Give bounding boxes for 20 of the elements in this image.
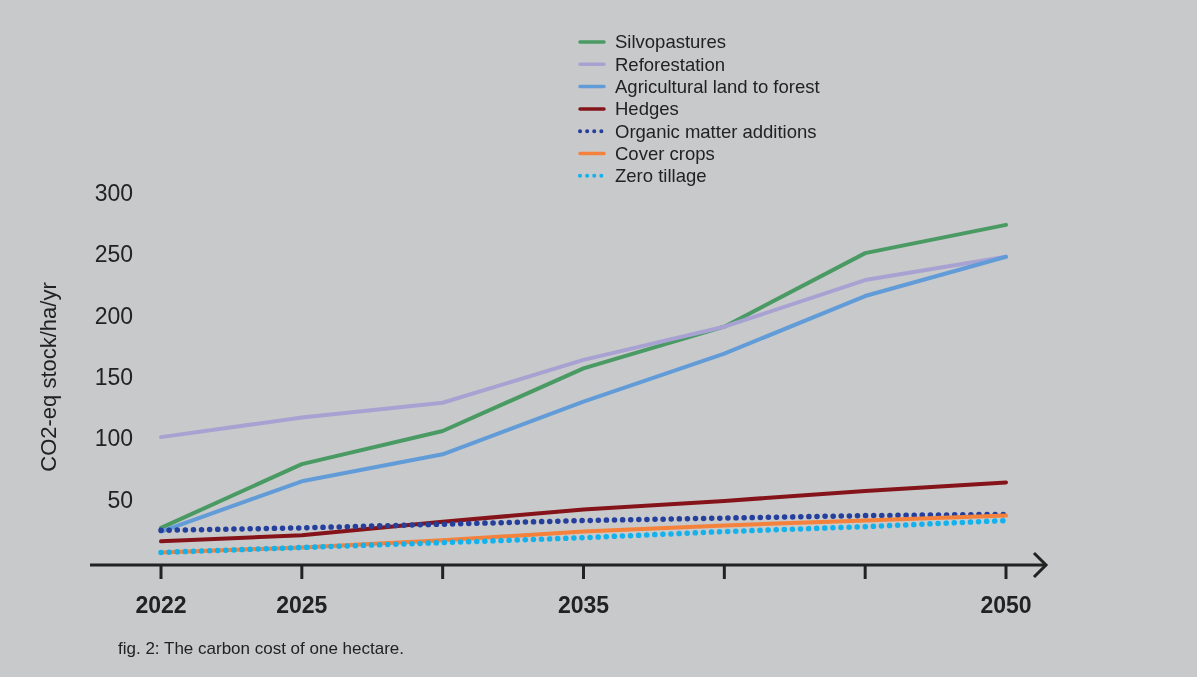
legend-label: Organic matter additions	[615, 120, 817, 142]
legend-label: Silvopastures	[615, 31, 727, 53]
x-tick-label: 2035	[557, 592, 610, 618]
y-tick-label: 50	[107, 486, 133, 513]
legend-label: Reforestation	[615, 53, 726, 75]
x-tick-label: 2050	[980, 592, 1032, 618]
y-tick-label: 300	[94, 180, 133, 207]
legend-label: Cover crops	[615, 142, 715, 164]
legend-label: Zero tillage	[615, 165, 707, 187]
caption: fig. 2: The carbon cost of one hectare.	[118, 639, 405, 658]
legend-label: Agricultural land to forest	[615, 76, 820, 98]
y-tick-label: 250	[94, 241, 133, 268]
legend-label: Hedges	[615, 98, 679, 120]
x-tick-label: 2025	[276, 592, 328, 618]
x-tick-label: 2022	[135, 592, 187, 618]
y-axis-title: CO2-eq stock/ha/yr	[36, 282, 61, 472]
y-tick-label: 200	[94, 302, 133, 329]
line-series	[159, 480, 1008, 544]
y-tick-label: 150	[94, 364, 133, 391]
y-tick-label: 100	[94, 425, 133, 452]
